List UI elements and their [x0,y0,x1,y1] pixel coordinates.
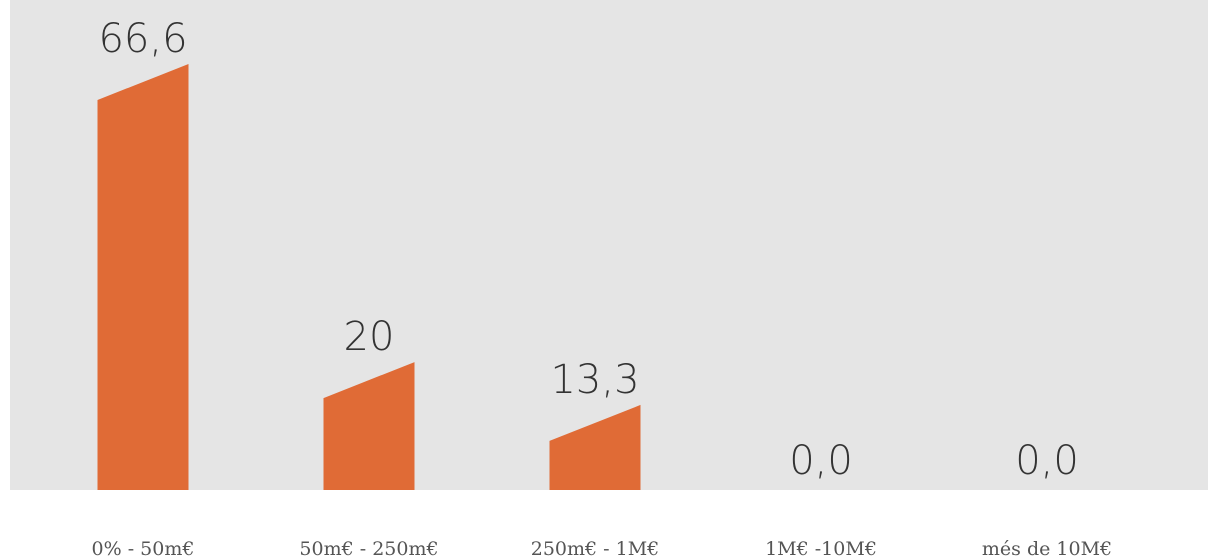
value-labels-group: 66,6 20 13,3 0,0 0,0 [98,16,1078,484]
category-label-2: 250m€ - 1M€ [531,538,660,560]
value-label-1: 20 [344,314,395,360]
category-label-3: 1M€ -10M€ [765,538,877,560]
value-label-0: 66,6 [98,16,187,62]
bars-group [97,64,641,490]
value-label-4: 0,0 [1015,438,1079,484]
category-label-1: 50m€ - 250m€ [299,538,438,560]
bar-0 [97,64,189,490]
value-label-3: 0,0 [789,438,853,484]
bar-2 [549,404,641,490]
category-label-4: més de 10M€ [982,538,1112,560]
bar-1 [323,362,415,490]
value-label-2: 13,3 [550,357,639,403]
category-labels-group: 0% - 50m€ 50m€ - 250m€ 250m€ - 1M€ 1M€ -10M… [92,538,1113,560]
plot-area [10,0,1208,490]
category-label-0: 0% - 50m€ [92,538,195,560]
